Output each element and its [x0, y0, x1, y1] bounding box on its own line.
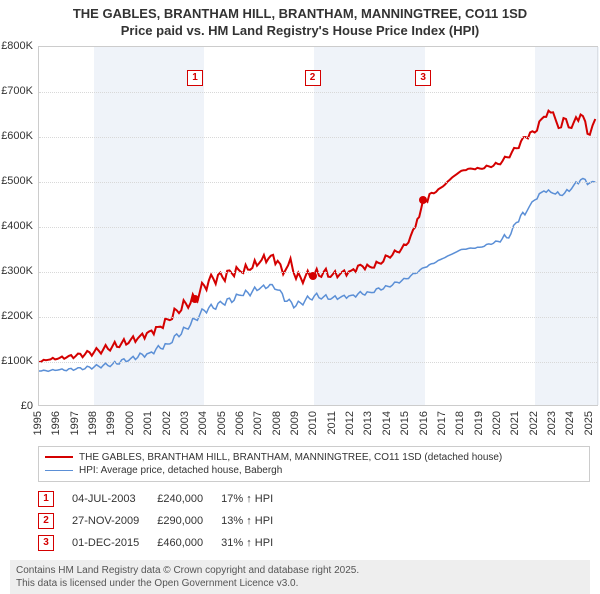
x-tick-label: 2006 [234, 411, 246, 435]
x-tick-label: 2021 [509, 411, 521, 435]
x-tick-label: 2016 [418, 411, 430, 435]
y-tick-label: £500K [0, 175, 33, 187]
gridline [39, 137, 597, 138]
sale-date: 04-JUL-2003 [72, 488, 157, 510]
sale-marker-icon: 3 [38, 535, 54, 551]
x-tick-label: 2018 [454, 411, 466, 435]
legend-item: THE GABLES, BRANTHAM HILL, BRANTHAM, MAN… [45, 451, 583, 464]
sale-delta: 17% ↑ HPI [221, 488, 291, 510]
legend-label: THE GABLES, BRANTHAM HILL, BRANTHAM, MAN… [79, 452, 502, 463]
x-tick-label: 1996 [50, 411, 62, 435]
x-tick-label: 2017 [436, 411, 448, 435]
legend-label: HPI: Average price, detached house, Babe… [79, 465, 282, 476]
title-line-2: Price paid vs. HM Land Registry's House … [0, 23, 600, 40]
x-tick-label: 2011 [326, 411, 338, 435]
sale-marker-box: 1 [187, 70, 203, 86]
sales-row: 2 27-NOV-2009£290,00013% ↑ HPI [38, 510, 291, 532]
x-tick-label: 2007 [252, 411, 264, 435]
x-tick-label: 2003 [179, 411, 191, 435]
gridline [39, 272, 597, 273]
x-tick-label: 2024 [564, 411, 576, 435]
legend-box: THE GABLES, BRANTHAM HILL, BRANTHAM, MAN… [38, 446, 590, 482]
x-tick-label: 2025 [583, 411, 595, 435]
sale-marker-dot [309, 272, 317, 280]
x-tick-label: 2013 [362, 411, 374, 435]
gridline [39, 227, 597, 228]
sale-price: £240,000 [157, 488, 221, 510]
x-tick-label: 2019 [473, 411, 485, 435]
x-tick-label: 2008 [271, 411, 283, 435]
chart-container: 123 £0£100K£200K£300K£400K£500K£600K£700… [38, 46, 598, 406]
footer-line-1: Contains HM Land Registry data © Crown c… [16, 564, 584, 577]
sales-table: 1 04-JUL-2003£240,00017% ↑ HPI 2 27-NOV-200… [38, 488, 291, 554]
x-tick-label: 2015 [399, 411, 411, 435]
sale-marker-box: 2 [305, 70, 321, 86]
legend-swatch [45, 456, 73, 458]
sale-marker-dot [191, 295, 199, 303]
x-tick-label: 2000 [124, 411, 136, 435]
gridline [39, 92, 597, 93]
sale-date: 01-DEC-2015 [72, 532, 157, 554]
sale-price: £290,000 [157, 510, 221, 532]
y-tick-label: £400K [0, 220, 33, 232]
sale-price: £460,000 [157, 532, 221, 554]
footer-line-2: This data is licensed under the Open Gov… [16, 577, 584, 590]
chart-title: THE GABLES, BRANTHAM HILL, BRANTHAM, MAN… [0, 0, 600, 40]
gridline [39, 182, 597, 183]
x-tick-label: 2012 [344, 411, 356, 435]
x-tick-label: 2001 [142, 411, 154, 435]
title-line-1: THE GABLES, BRANTHAM HILL, BRANTHAM, MAN… [0, 6, 600, 23]
sale-delta: 13% ↑ HPI [221, 510, 291, 532]
y-tick-label: £800K [0, 40, 33, 52]
y-tick-label: £700K [0, 85, 33, 97]
x-tick-label: 2020 [491, 411, 503, 435]
legend-item: HPI: Average price, detached house, Babe… [45, 464, 583, 477]
y-tick-label: £600K [0, 130, 33, 142]
gridline [39, 317, 597, 318]
y-tick-label: £0 [0, 400, 33, 412]
series-price_paid [39, 110, 595, 361]
gridline [39, 362, 597, 363]
sale-marker-box: 3 [415, 70, 431, 86]
x-tick-label: 2010 [307, 411, 319, 435]
y-tick-label: £300K [0, 265, 33, 277]
x-tick-label: 2023 [546, 411, 558, 435]
x-tick-label: 1997 [69, 411, 81, 435]
x-tick-label: 1995 [32, 411, 44, 435]
sale-date: 27-NOV-2009 [72, 510, 157, 532]
x-tick-label: 2005 [216, 411, 228, 435]
sale-marker-icon: 2 [38, 513, 54, 529]
footer-attribution: Contains HM Land Registry data © Crown c… [10, 560, 590, 594]
sale-delta: 31% ↑ HPI [221, 532, 291, 554]
sales-row: 1 04-JUL-2003£240,00017% ↑ HPI [38, 488, 291, 510]
x-tick-label: 2014 [381, 411, 393, 435]
x-tick-label: 2002 [161, 411, 173, 435]
legend-swatch [45, 470, 73, 471]
x-tick-label: 1999 [105, 411, 117, 435]
x-tick-label: 2009 [289, 411, 301, 435]
sales-row: 3 01-DEC-2015£460,00031% ↑ HPI [38, 532, 291, 554]
y-tick-label: £100K [0, 355, 33, 367]
x-tick-label: 1998 [87, 411, 99, 435]
plot-area: 1 2 3 [38, 46, 598, 406]
sale-marker-icon: 1 [38, 491, 54, 507]
sale-marker-dot [419, 196, 427, 204]
x-tick-label: 2022 [528, 411, 540, 435]
x-tick-label: 2004 [197, 411, 209, 435]
y-tick-label: £200K [0, 310, 33, 322]
